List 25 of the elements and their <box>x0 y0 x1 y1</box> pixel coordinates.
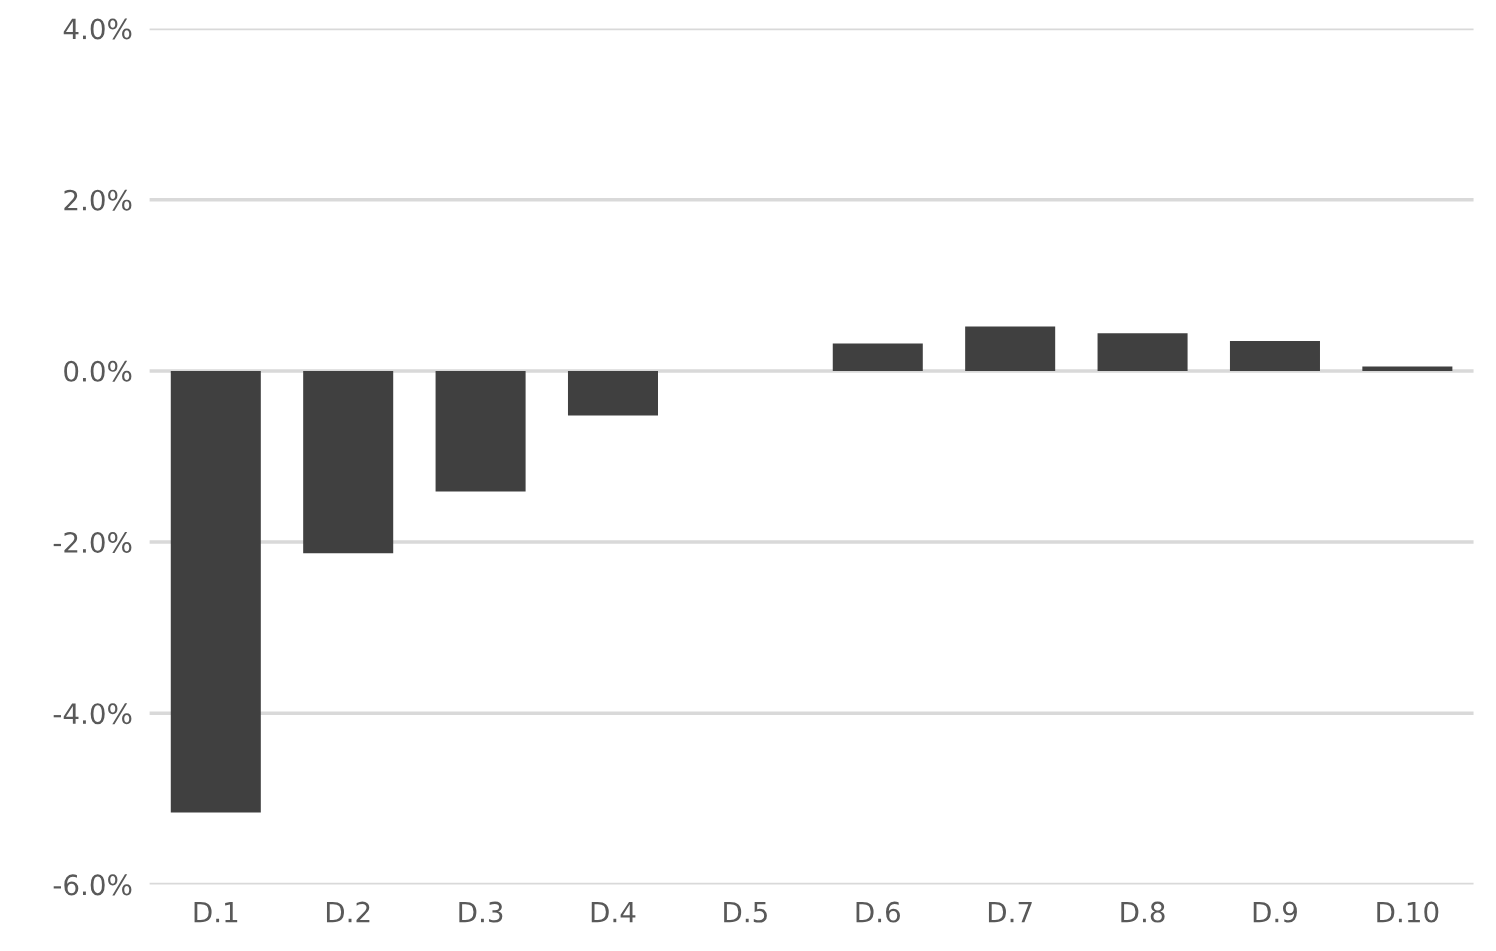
x-tick-label: D.3 <box>459 901 503 923</box>
bar <box>567 370 658 416</box>
x-tick-label: D.4 <box>591 901 636 923</box>
y-tick-label: -2.0% <box>53 532 132 554</box>
y-tick-label: 4.0% <box>63 18 132 40</box>
bar <box>1362 366 1453 371</box>
y-tick-label: -4.0% <box>53 703 132 725</box>
y-tick-label: 0.0% <box>64 360 132 382</box>
bar <box>435 370 526 492</box>
bar <box>1097 333 1188 371</box>
x-tick-label: D.5 <box>724 901 767 923</box>
bar <box>303 370 394 554</box>
x-tick-label: D.2 <box>326 901 370 923</box>
x-tick-label: D.9 <box>1253 901 1297 923</box>
x-tick-label: D.6 <box>856 901 900 923</box>
x-tick-label: D.1 <box>194 901 238 923</box>
x-tick-label: D.10 <box>1377 901 1439 923</box>
y-tick-label: -6.0% <box>53 874 132 896</box>
bar <box>832 343 923 371</box>
bar <box>1229 340 1320 371</box>
bar <box>170 370 261 813</box>
x-tick-label: D.7 <box>988 901 1032 923</box>
bar <box>965 326 1056 371</box>
x-tick-label: D.8 <box>1121 901 1165 923</box>
y-tick-label: 2.0% <box>64 189 132 211</box>
